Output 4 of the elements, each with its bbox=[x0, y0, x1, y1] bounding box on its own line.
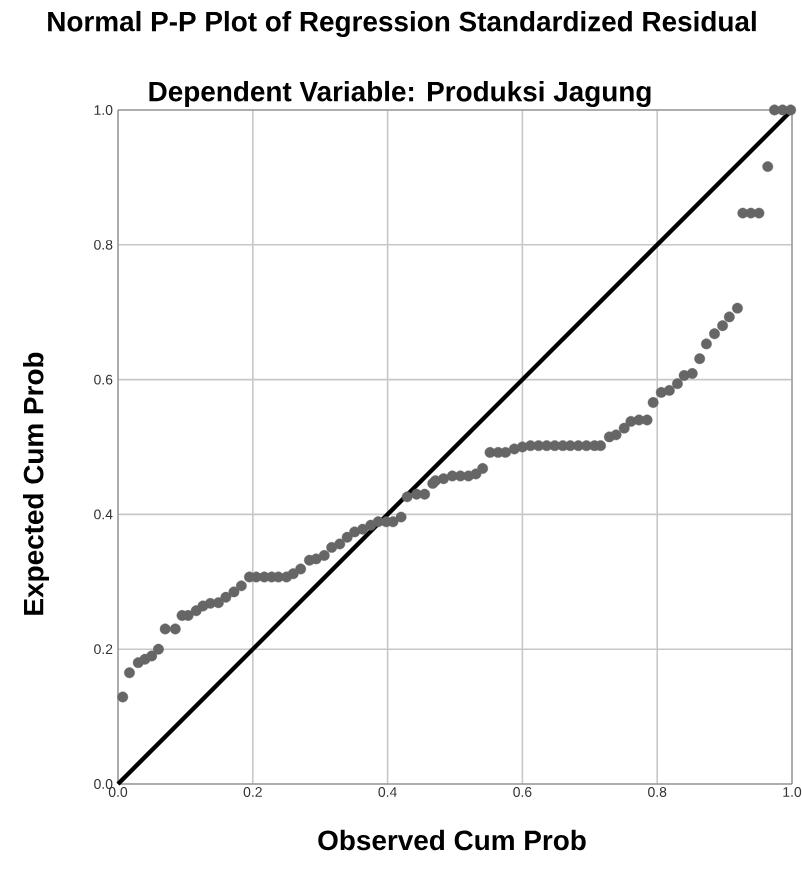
chart-title: Normal P-P Plot of Regression Standardized Residual bbox=[48, 10, 756, 38]
chart-subtitle: Dependent Variable: Produksi Jagung bbox=[149, 80, 651, 108]
y-axis-title: Expected Cum Prob bbox=[22, 352, 49, 615]
x-axis-title: Observed Cum Prob bbox=[318, 829, 586, 851]
